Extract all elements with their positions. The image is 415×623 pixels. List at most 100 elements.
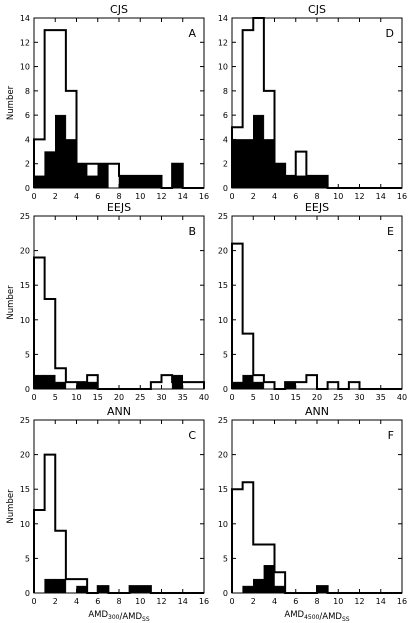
- filled-bar: [316, 175, 328, 189]
- panel-letter: F: [388, 429, 394, 442]
- panel-letter: B: [188, 225, 196, 238]
- y-tick-label: 20: [20, 451, 30, 460]
- x-tick-label: 2: [53, 192, 58, 201]
- filled-bar: [33, 175, 45, 189]
- panel-title: ANN: [107, 405, 131, 418]
- filled-bar: [284, 175, 296, 189]
- filled-bar: [76, 381, 88, 390]
- y-tick-label: 15: [20, 281, 30, 290]
- x-tick-label: 15: [93, 393, 103, 402]
- x-tick-label: 12: [156, 597, 166, 606]
- panel-title: EEJS: [305, 201, 329, 214]
- filled-bar: [44, 578, 56, 594]
- filled-bar: [97, 585, 109, 594]
- filled-bar: [231, 381, 243, 390]
- y-tick-label: 12: [218, 38, 228, 47]
- filled-bar: [253, 381, 265, 390]
- x-tick-label: 10: [269, 393, 279, 402]
- filled-bar: [263, 139, 275, 189]
- y-tick-label: 10: [218, 520, 228, 529]
- panel-d: 0 2 4 6 8 10 12 14 16 0 2 4 6 8 10 12 14 CJS D: [218, 3, 407, 201]
- x-tick-label: 6: [95, 192, 100, 201]
- y-tick-label: 15: [218, 485, 228, 494]
- y-tick-label: 0: [223, 589, 228, 598]
- x-tick-label: 16: [397, 192, 407, 201]
- x-tick-label: 0: [229, 393, 234, 402]
- filled-bar: [44, 151, 56, 189]
- filled-bar: [274, 585, 286, 594]
- outline-histogram: [231, 481, 402, 594]
- x-tick-label: 14: [178, 192, 188, 201]
- x-tick-label: 16: [199, 192, 209, 201]
- filled-bar: [274, 163, 286, 189]
- x-tick-label: 0: [31, 597, 36, 606]
- filled-bar: [242, 374, 254, 390]
- filled-bar: [33, 374, 45, 390]
- x-tick-label: 20: [312, 393, 322, 402]
- x-tick-label: 2: [53, 597, 58, 606]
- x-tick-label: 16: [397, 597, 407, 606]
- y-tick-label: 14: [20, 14, 30, 23]
- y-tick-label: 6: [25, 111, 30, 120]
- x-tick-label: 5: [53, 393, 58, 402]
- y-tick-label: 14: [218, 14, 228, 23]
- x-tick-label: 4: [74, 597, 79, 606]
- y-axis-label: Number: [6, 489, 16, 524]
- y-tick-label: 8: [223, 87, 228, 96]
- x-tick-label: 16: [199, 597, 209, 606]
- y-tick-label: 0: [223, 385, 228, 394]
- filled-bar: [263, 565, 275, 594]
- panel-b: 0 5 10 15 20 25 30 35 40 0 5 10 15 20 25 EEJS B Number: [6, 201, 209, 402]
- filled-bar: [129, 585, 141, 594]
- x-tick-label: 0: [229, 597, 234, 606]
- x-tick-label: 5: [251, 393, 256, 402]
- filled-bar: [86, 175, 98, 189]
- panel-letter: A: [188, 27, 196, 40]
- x-tick-label: 0: [31, 192, 36, 201]
- panel-f: 0 2 4 6 8 10 12 14 16 0 5 10 15 20 25 ANN F AMD4500/AMDSS: [218, 405, 407, 623]
- x-tick-label: 20: [114, 393, 124, 402]
- x-tick-label: 14: [178, 597, 188, 606]
- x-tick-label: 35: [376, 393, 386, 402]
- x-tick-label: 10: [71, 393, 81, 402]
- x-tick-label: 10: [333, 192, 343, 201]
- x-tick-label: 12: [156, 192, 166, 201]
- filled-bar: [306, 175, 318, 189]
- panel-a: 0 2 4 6 8 10 12 14 16 0 2 4 6 8 10 12 14 CJS A Number: [6, 3, 209, 201]
- plot-frame: [33, 419, 205, 594]
- y-tick-label: 0: [25, 184, 30, 193]
- x-tick-label: 40: [199, 393, 209, 402]
- filled-bar: [76, 585, 88, 594]
- filled-bar: [253, 114, 265, 189]
- y-tick-label: 2: [223, 160, 228, 169]
- filled-bar: [242, 585, 254, 594]
- y-axis-label: Number: [6, 285, 16, 320]
- x-tick-label: 2: [251, 192, 256, 201]
- y-tick-label: 5: [223, 350, 228, 359]
- y-tick-label: 25: [218, 212, 228, 221]
- y-tick-label: 0: [223, 184, 228, 193]
- y-axis-label: Number: [6, 85, 16, 120]
- x-tick-label: 6: [95, 597, 100, 606]
- filled-bar: [140, 585, 152, 594]
- panel-title: CJS: [110, 3, 128, 16]
- x-tick-label: 40: [397, 393, 407, 402]
- x-tick-label: 10: [135, 597, 145, 606]
- x-tick-label: 4: [272, 597, 277, 606]
- panel-letter: C: [188, 429, 196, 442]
- filled-bar: [44, 374, 56, 390]
- x-tick-label: 8: [314, 597, 319, 606]
- x-tick-label: 8: [116, 597, 121, 606]
- y-tick-label: 15: [20, 485, 30, 494]
- x-tick-label: 12: [354, 597, 364, 606]
- y-tick-label: 10: [218, 316, 228, 325]
- plot-frame: [33, 215, 205, 390]
- plot-frame: [231, 419, 403, 594]
- x-tick-label: 0: [31, 393, 36, 402]
- y-tick-label: 10: [218, 63, 228, 72]
- y-tick-label: 2: [25, 160, 30, 169]
- y-tick-label: 20: [20, 247, 30, 256]
- filled-bar: [316, 585, 328, 594]
- outline-histogram: [231, 242, 402, 390]
